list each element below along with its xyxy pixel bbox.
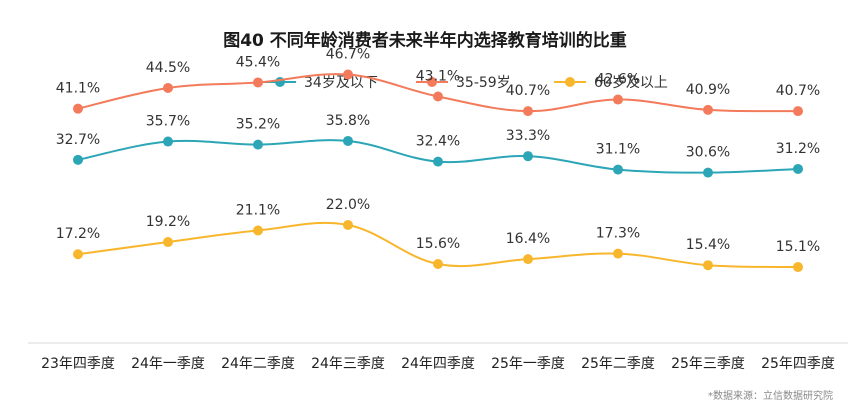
data-label-0-5: 33.3% bbox=[506, 128, 550, 144]
series-layer: 32.7% 35.7% 35.2% 35.8% 32.4% 33.3% 31.1% 30.6%… bbox=[56, 47, 820, 273]
data-point-0-7 bbox=[703, 167, 713, 178]
data-point-1-8 bbox=[793, 106, 803, 117]
data-point-0-8 bbox=[793, 163, 803, 174]
data-point-0-2 bbox=[253, 139, 263, 150]
data-label-1-6: 42.6% bbox=[596, 72, 640, 88]
data-point-0-0 bbox=[73, 154, 83, 165]
data-point-2-8 bbox=[793, 262, 803, 273]
data-label-1-4: 43.1% bbox=[416, 68, 460, 84]
series-2: 17.2% 19.2% 21.1% 22.0% 15.6% 16.4% 17.3% 15.4%… bbox=[56, 197, 820, 273]
data-label-2-0: 17.2% bbox=[56, 226, 100, 242]
series-1: 41.1% 44.5% 45.4% 46.7% 43.1% 40.7% 42.6% 40.9%… bbox=[56, 47, 820, 117]
legend-label-0: 34岁及以下 bbox=[304, 75, 378, 91]
x-tick-label-7: 25年三季度 bbox=[671, 356, 745, 372]
data-label-2-6: 17.3% bbox=[596, 226, 640, 242]
data-label-2-5: 16.4% bbox=[506, 231, 550, 247]
data-point-2-2 bbox=[253, 225, 263, 236]
data-label-1-1: 44.5% bbox=[146, 60, 190, 76]
data-point-1-3 bbox=[343, 69, 353, 80]
series-0: 32.7% 35.7% 35.2% 35.8% 32.4% 33.3% 31.1% 30.6%… bbox=[56, 113, 820, 178]
data-label-2-7: 15.4% bbox=[686, 237, 730, 253]
data-point-2-3 bbox=[343, 220, 353, 230]
data-label-0-1: 35.7% bbox=[146, 114, 190, 130]
data-label-1-5: 40.7% bbox=[506, 83, 550, 99]
data-label-1-3: 46.7% bbox=[326, 47, 370, 63]
data-point-0-4 bbox=[433, 156, 443, 167]
data-label-2-8: 15.1% bbox=[776, 239, 820, 255]
data-label-0-3: 35.8% bbox=[326, 113, 370, 129]
legend: 34岁及以下 35-59岁 60岁及以上 bbox=[264, 75, 668, 91]
data-point-1-2 bbox=[253, 77, 263, 88]
x-tick-label-6: 25年二季度 bbox=[581, 356, 655, 372]
data-point-2-1 bbox=[163, 237, 173, 248]
data-point-1-4 bbox=[433, 91, 443, 102]
x-tick-label-3: 24年三季度 bbox=[311, 356, 385, 372]
data-point-1-7 bbox=[703, 104, 713, 115]
data-label-1-8: 40.7% bbox=[776, 83, 820, 99]
data-label-2-2: 21.1% bbox=[236, 202, 280, 218]
data-label-0-0: 32.7% bbox=[56, 132, 100, 148]
data-point-0-5 bbox=[523, 151, 533, 162]
data-point-2-6 bbox=[613, 248, 623, 259]
data-point-1-6 bbox=[613, 94, 623, 105]
x-tick-label-2: 24年二季度 bbox=[221, 356, 295, 372]
source-note: *数据来源：立信数据研究院 bbox=[708, 389, 833, 402]
data-label-0-6: 31.1% bbox=[596, 142, 640, 158]
data-point-2-0 bbox=[73, 249, 83, 260]
data-label-1-0: 41.1% bbox=[56, 81, 100, 97]
x-tick-label-0: 23年四季度 bbox=[41, 356, 115, 372]
data-label-0-2: 35.2% bbox=[236, 117, 280, 133]
data-label-1-7: 40.9% bbox=[686, 82, 730, 98]
legend-label-2: 60岁及以上 bbox=[594, 75, 668, 91]
data-label-2-3: 22.0% bbox=[326, 197, 370, 213]
data-label-1-2: 45.4% bbox=[236, 54, 280, 70]
data-point-1-5 bbox=[523, 106, 533, 117]
data-point-1-1 bbox=[163, 82, 173, 93]
x-axis-ticks: 23年四季度 24年一季度 24年二季度 24年三季度 24年四季度 25年一季度 25年二… bbox=[41, 356, 835, 372]
data-point-2-7 bbox=[703, 260, 713, 271]
legend-label-1: 35-59岁 bbox=[456, 75, 511, 91]
data-point-0-6 bbox=[613, 164, 623, 175]
data-point-0-1 bbox=[163, 136, 173, 147]
data-point-0-3 bbox=[343, 135, 353, 146]
x-tick-label-4: 24年四季度 bbox=[401, 356, 475, 372]
x-tick-label-5: 25年一季度 bbox=[491, 356, 565, 372]
x-tick-label-8: 25年四季度 bbox=[761, 356, 835, 372]
chart-title: 图40 不同年龄消费者未来半年内选择教育培训的比重 bbox=[223, 30, 627, 51]
data-label-2-1: 19.2% bbox=[146, 214, 190, 230]
data-point-1-0 bbox=[73, 103, 83, 114]
data-point-2-4 bbox=[433, 258, 443, 269]
legend-marker-1 bbox=[427, 77, 437, 87]
data-label-0-4: 32.4% bbox=[416, 134, 460, 150]
data-label-0-7: 30.6% bbox=[686, 145, 730, 161]
data-label-0-8: 31.2% bbox=[776, 141, 820, 157]
legend-marker-2 bbox=[565, 77, 575, 87]
data-point-2-5 bbox=[523, 254, 533, 265]
data-label-2-4: 15.6% bbox=[416, 236, 460, 252]
x-tick-label-1: 24年一季度 bbox=[131, 356, 205, 372]
